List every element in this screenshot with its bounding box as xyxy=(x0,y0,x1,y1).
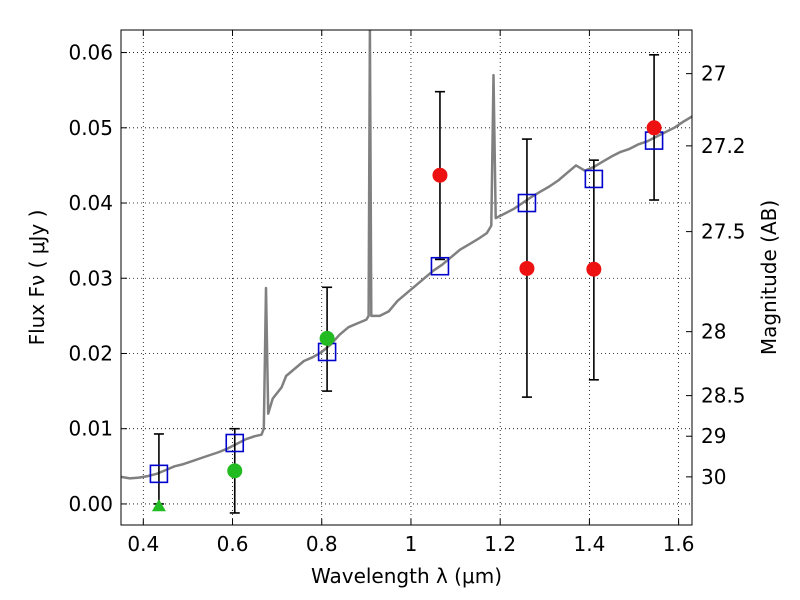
model-square-marker xyxy=(430,256,450,276)
plot-content xyxy=(121,30,692,514)
y-tick-label: 0.01 xyxy=(68,417,113,441)
observed-point xyxy=(519,260,535,276)
model-square-marker xyxy=(517,193,537,213)
right-axis-label: Magnitude (AB) xyxy=(757,200,781,355)
model-square-marker xyxy=(225,433,245,453)
observed-point xyxy=(586,261,602,277)
observed-point xyxy=(227,463,243,479)
y-tick-label: 0.05 xyxy=(68,116,113,140)
model-square-marker xyxy=(149,464,169,484)
observed-point xyxy=(432,167,448,183)
right-tick-label: 27.5 xyxy=(701,220,746,244)
grid xyxy=(121,30,692,525)
y-tick-label: 0.03 xyxy=(68,266,113,290)
spectrum-line xyxy=(121,30,692,480)
y-tick-label: 0.06 xyxy=(68,41,113,65)
upper-limit-triangle xyxy=(151,499,166,512)
x-tick-label: 1 xyxy=(405,532,418,556)
right-tick-label: 30 xyxy=(701,465,726,489)
right-tick-label: 27.2 xyxy=(701,134,746,158)
observed-point xyxy=(646,120,662,136)
x-tick-label: 1.4 xyxy=(573,532,605,556)
y-axis-label: Flux Fν ( μJy ) xyxy=(25,210,49,346)
axes-frame xyxy=(120,29,693,526)
y-tick-label: 0.04 xyxy=(68,191,113,215)
x-tick-label: 0.6 xyxy=(217,532,249,556)
x-axis-label: Wavelength λ (μm) xyxy=(311,564,502,588)
right-tick-label: 28 xyxy=(701,320,726,344)
x-tick-label: 0.8 xyxy=(306,532,338,556)
x-tick-label: 1.2 xyxy=(484,532,516,556)
ticks: 0.4 0.6 0.8 1 1.2 1.4 1.6 0.00 0.01 0.02 0.03 0.04 0… xyxy=(68,30,746,556)
plot-area xyxy=(121,30,692,514)
y-tick-label: 0.02 xyxy=(68,341,113,365)
observed-point xyxy=(319,330,335,346)
right-tick-label: 27 xyxy=(701,62,726,86)
right-tick-label: 29 xyxy=(701,424,726,448)
x-tick-label: 0.4 xyxy=(127,532,159,556)
model-square-marker xyxy=(584,169,604,189)
right-tick-label: 28.5 xyxy=(701,384,746,408)
x-tick-label: 1.6 xyxy=(663,532,695,556)
y-tick-label: 0.00 xyxy=(68,492,113,516)
